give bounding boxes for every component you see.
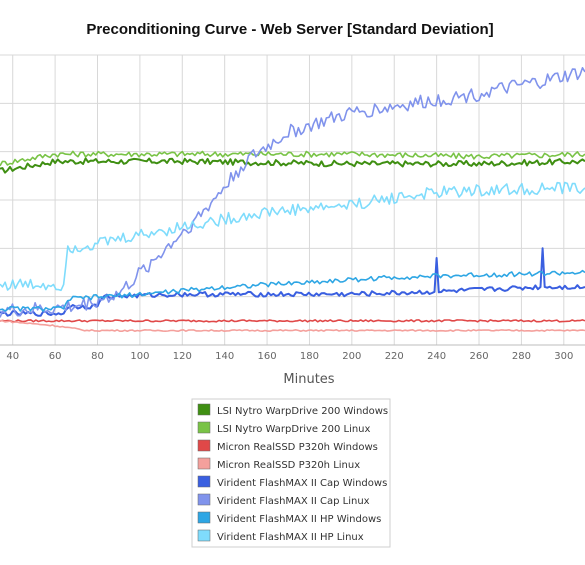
x-tick-label: 140 [215, 351, 234, 362]
x-tick-label: 220 [385, 351, 404, 362]
x-tick-label: 280 [512, 351, 531, 362]
x-axis-label: Minutes [283, 372, 334, 387]
x-tick-label: 120 [173, 351, 192, 362]
legend-swatch-7 [197, 529, 211, 542]
x-tick-label: 180 [300, 351, 319, 362]
x-tick-label: 200 [342, 351, 361, 362]
legend-label-7: Virident FlashMAX II HP Linux [217, 532, 364, 543]
x-tick-label: 260 [469, 351, 488, 362]
legend-label-1: LSI Nytro WarpDrive 200 Linux [217, 424, 371, 435]
legend-swatch-0 [197, 403, 211, 416]
series-line-6 [0, 269, 585, 312]
x-tick-label: 300 [554, 351, 573, 362]
series-line-7 [0, 181, 585, 292]
legend-swatch-1 [197, 421, 211, 434]
legend-swatch-6 [197, 511, 211, 524]
legend-swatch-5 [197, 493, 211, 506]
plot-area: 40 60 80 100 120 140 160 180 200 220 240 260 280 300 [0, 54, 585, 362]
series-line-3 [0, 319, 585, 333]
series-line-1 [0, 150, 585, 167]
x-tick-label: 240 [427, 351, 446, 362]
series-line-5 [0, 67, 585, 318]
legend-label-5: Virident FlashMAX II Cap Linux [217, 496, 370, 507]
series-line-0 [0, 157, 585, 174]
legend-swatch-3 [197, 457, 211, 470]
x-tick-label: 80 [91, 351, 104, 362]
legend-label-3: Micron RealSSD P320h Linux [217, 460, 360, 471]
x-tick-label: 60 [49, 351, 62, 362]
x-tick-label: 40 [6, 351, 19, 362]
legend-box [191, 398, 391, 548]
legend: LSI Nytro WarpDrive 200 Windows LSI Nytro… [191, 398, 391, 548]
x-tick-label: 160 [258, 351, 277, 362]
legend-label-6: Virident FlashMAX II HP Windows [217, 514, 381, 525]
x-tick-label: 100 [130, 351, 149, 362]
legend-label-0: LSI Nytro WarpDrive 200 Windows [217, 406, 388, 417]
chart-title: Preconditioning Curve - Web Server [Stan… [86, 21, 493, 38]
legend-label-4: Virident FlashMAX II Cap Windows [217, 478, 387, 489]
series-line-2 [0, 319, 585, 323]
legend-swatch-2 [197, 439, 211, 452]
legend-swatch-4 [197, 475, 211, 488]
legend-label-2: Micron RealSSD P320h Windows [217, 442, 378, 453]
